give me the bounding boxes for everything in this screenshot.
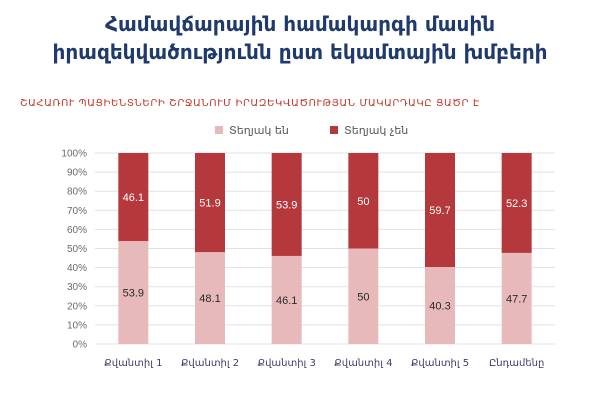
data-label: 50 [357,196,369,208]
y-tick-label: 60% [67,225,87,236]
bar-aware [425,267,455,344]
bar-aware [271,255,302,344]
data-label: 46.1 [123,192,144,204]
bar-unaware [501,153,532,253]
legend-swatch-2 [330,126,338,134]
page-title: Համավճարային համակարգի մասին իրազեկվածու… [0,10,600,66]
data-label: 48.1 [199,293,220,305]
x-tick-label: Քվանտիլ 5 [411,358,469,369]
y-tick-label: 40% [67,263,87,274]
bar-unaware [195,153,225,253]
x-tick-label: Քվանտիլ 1 [104,358,162,369]
bar-unaware [425,153,455,268]
data-label: 53.9 [123,288,144,300]
legend-label-1: Տեղյակ են [229,124,289,137]
y-tick-label: 70% [67,206,87,217]
bar-aware [501,252,532,344]
y-tick-label: 90% [67,168,87,179]
y-tick-label: 10% [67,320,87,331]
x-tick-label: Ընդամենը [489,358,544,369]
bar-unaware [348,153,379,249]
legend-label-2: Տեղյակ չեն [344,124,408,137]
y-tick-label: 50% [67,244,87,255]
data-label: 40.3 [429,301,450,313]
title-line-2: իրազեկվածությունն ըստ եկամտային խմբերի [52,40,548,64]
bar-aware [195,252,225,344]
chart-subtitle: ՇԱՀԱՌՈՒ ՊԱՑԻԵՆՏՆԵՐԻ ՇՐՋԱՆՈՒՄ ԻՐԱԶԵԿՎԱԾՈՒ… [20,98,480,109]
x-tick-label: Քվանտիլ 4 [334,358,392,369]
data-label: 51.9 [199,198,220,210]
x-tick-label: Քվանտիլ 3 [258,358,316,369]
data-label: 53.9 [276,199,297,211]
bar-aware [348,248,379,344]
x-tick-label: Քվանտիլ 2 [181,358,239,369]
bar-unaware [118,153,149,242]
y-tick-label: 80% [67,187,87,198]
bar-unaware [271,153,302,256]
legend-swatch-1 [215,126,223,134]
y-tick-label: 30% [67,282,87,293]
bar-aware [118,241,149,344]
data-label: 46.1 [276,295,297,307]
y-tick-label: 100% [61,149,87,160]
y-tick-label: 0% [73,340,88,351]
data-label: 47.7 [506,293,527,305]
y-tick-label: 20% [67,301,87,312]
title-line-1: Համավճարային համակարգի մասին [104,12,496,36]
data-label: 52.3 [506,198,527,210]
data-label: 59.7 [429,205,450,217]
data-label: 50 [357,291,369,303]
